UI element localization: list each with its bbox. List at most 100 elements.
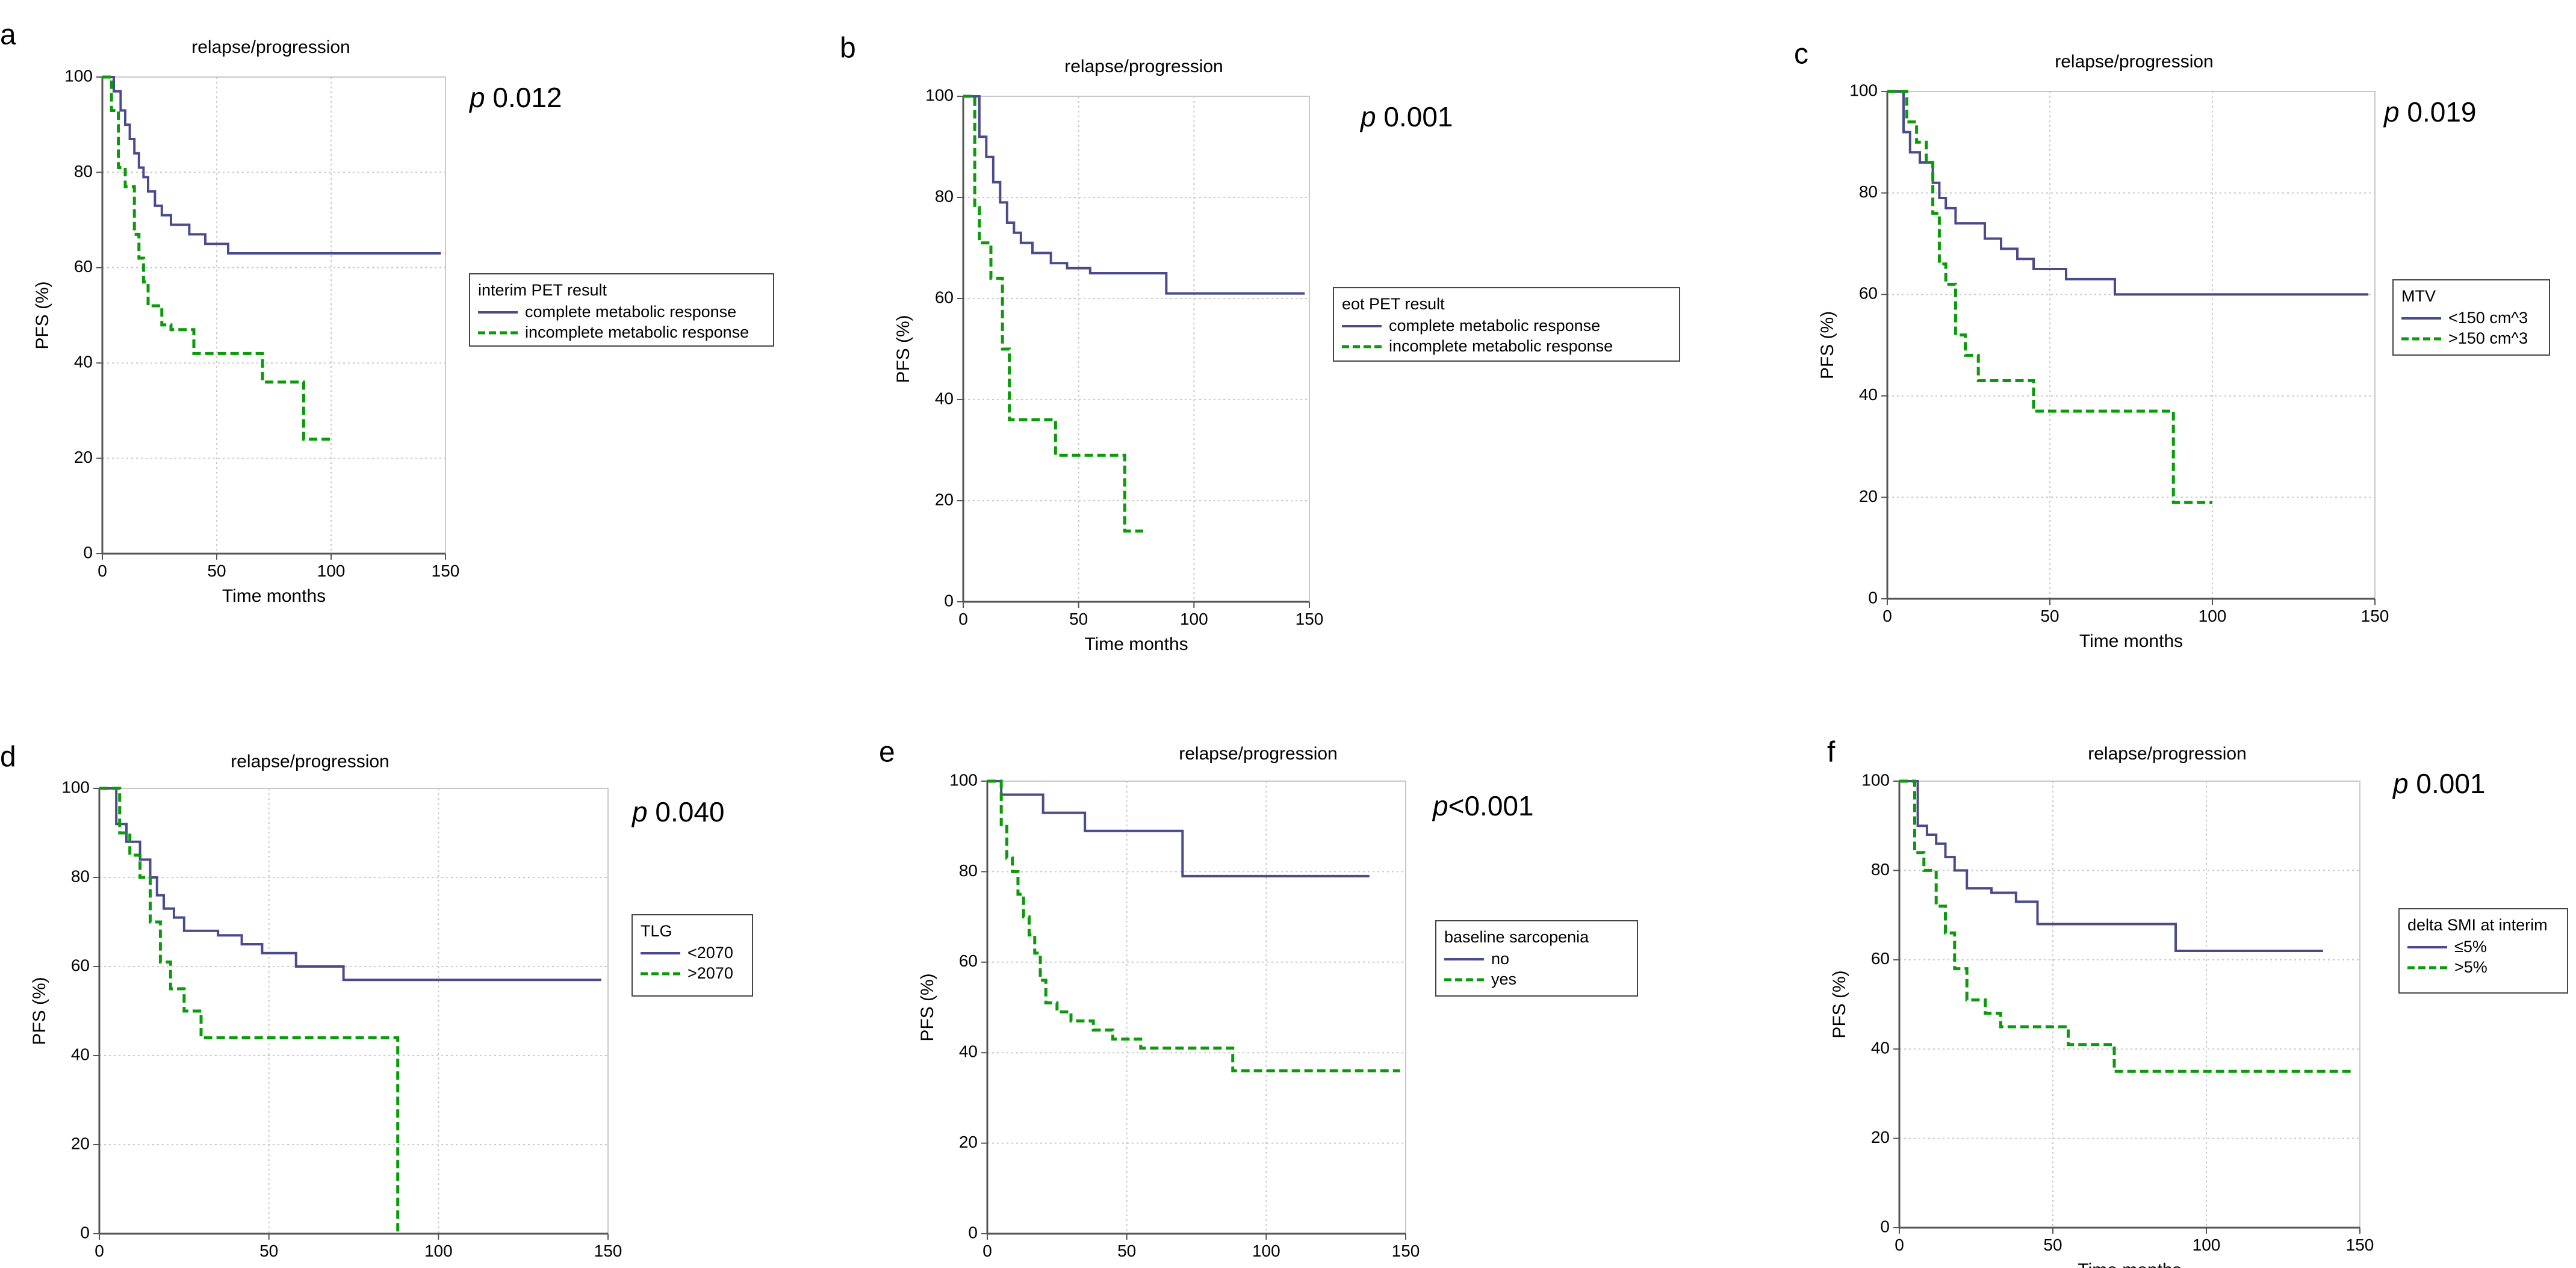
series-line-1 — [99, 788, 601, 980]
legend-title: eot PET result — [1342, 295, 1445, 313]
x-tick-label: 50 — [1117, 1242, 1136, 1260]
legend-entry-1: complete metabolic response — [525, 303, 736, 321]
panel-label: c — [1794, 39, 1808, 70]
y-axis-label: PFS (%) — [29, 977, 49, 1045]
legend-title: MTV — [2401, 287, 2436, 305]
legend-title: delta SMI at interim — [2407, 916, 2548, 934]
p-value: p 0.001 — [2392, 768, 2486, 799]
x-tick-label: 150 — [1392, 1242, 1420, 1260]
p-prefix: p — [1432, 790, 1448, 821]
chart-panel-b: b relapse/progression 0 20 40 60 80 100 0 50 100 15… — [840, 32, 1680, 654]
series-line-1 — [102, 77, 441, 253]
y-tick-label: 100 — [949, 770, 978, 789]
p-value: p 0.001 — [1359, 101, 1453, 132]
y-tick-label: 0 — [968, 1223, 978, 1242]
x-tick-label: 100 — [424, 1242, 453, 1260]
x-tick-label: 100 — [1252, 1242, 1280, 1260]
y-tick-label: 80 — [71, 867, 90, 885]
x-tick-label: 0 — [1882, 607, 1892, 625]
legend-entry-1: ≤5% — [2454, 938, 2487, 956]
x-axis-label: Time months — [222, 586, 326, 606]
y-tick-label: 60 — [74, 257, 93, 276]
legend-entry-2: yes — [1491, 970, 1516, 988]
p-number: 0.040 — [648, 796, 725, 827]
plot-frame — [963, 96, 1309, 602]
legend-title: baseline sarcopenia — [1444, 928, 1589, 946]
y-tick-label: 20 — [959, 1133, 978, 1151]
figure-canvas: a relapse/progression 0 20 40 60 80 100 0 50 100 15… — [0, 0, 2576, 1268]
x-tick-label: 150 — [1296, 610, 1324, 628]
y-tick-label: 0 — [1880, 1217, 1890, 1236]
y-tick-label: 20 — [935, 490, 954, 509]
y-axis-label: PFS (%) — [1817, 311, 1837, 379]
legend-entry-2: >150 cm^3 — [2448, 329, 2528, 347]
series-line-2 — [1887, 91, 2212, 503]
x-tick-label: 50 — [1069, 610, 1088, 628]
y-tick-label: 80 — [1871, 860, 1890, 879]
legend-entry-2: incomplete metabolic response — [525, 323, 749, 341]
p-value: p 0.040 — [631, 796, 725, 827]
panel-label: f — [1827, 737, 1836, 769]
x-axis-label: Time months — [2079, 631, 2183, 651]
p-number: 0.001 — [2409, 768, 2486, 799]
y-tick-label: 0 — [83, 543, 93, 561]
p-prefix: p — [2383, 96, 2400, 128]
y-tick-label: 60 — [959, 951, 978, 970]
y-tick-label: 80 — [74, 162, 93, 181]
y-tick-label: 80 — [935, 187, 954, 205]
x-tick-label: 100 — [2199, 607, 2227, 625]
chart-panel-a: a relapse/progression 0 20 40 60 80 100 0 50 100 15… — [0, 19, 774, 606]
chart-title: relapse/progression — [1179, 744, 1337, 764]
panel-label: a — [0, 19, 16, 51]
chart-title: relapse/progression — [2055, 52, 2213, 72]
chart-title: relapse/progression — [1064, 57, 1223, 76]
chart-title: relapse/progression — [191, 37, 350, 57]
x-tick-label: 0 — [98, 561, 107, 580]
y-tick-label: 60 — [1871, 949, 1890, 968]
panel-label: e — [879, 737, 895, 769]
p-number: 0.001 — [1376, 101, 1453, 132]
legend-entry-2: incomplete metabolic response — [1389, 337, 1613, 355]
x-tick-label: 0 — [982, 1242, 992, 1260]
y-tick-label: 100 — [1861, 770, 1890, 789]
y-tick-label: 20 — [74, 448, 93, 466]
y-tick-label: 40 — [74, 353, 93, 371]
y-tick-label: 40 — [959, 1042, 978, 1061]
y-tick-label: 80 — [1859, 182, 1878, 201]
y-tick-label: 60 — [71, 956, 90, 974]
chart-panel-d: d relapse/progression 0 20 40 60 80 100 0 50 100 15… — [0, 741, 753, 1268]
plot-frame — [987, 781, 1406, 1234]
series-line-1 — [1887, 91, 2368, 294]
plot-frame — [102, 77, 445, 554]
y-axis-label: PFS (%) — [33, 281, 52, 349]
chart-title: relapse/progression — [231, 752, 389, 772]
x-tick-label: 50 — [259, 1242, 278, 1260]
x-tick-label: 100 — [1180, 610, 1208, 628]
legend-entry-1: no — [1491, 950, 1509, 968]
p-prefix: p — [468, 82, 485, 113]
series-line-1 — [963, 96, 1305, 294]
series-line-2 — [963, 96, 1143, 531]
x-tick-label: 150 — [2346, 1236, 2374, 1254]
y-tick-label: 20 — [71, 1134, 90, 1152]
plot-frame — [99, 788, 608, 1234]
y-tick-label: 40 — [1859, 385, 1878, 404]
legend-entry-1: <150 cm^3 — [2448, 309, 2528, 327]
plot-frame — [1899, 781, 2360, 1228]
p-value: p 0.012 — [468, 82, 562, 113]
p-number: 0.012 — [485, 82, 562, 113]
p-number: 0.019 — [2400, 96, 2477, 128]
p-value: p 0.019 — [2383, 96, 2477, 128]
p-prefix: p — [631, 796, 648, 827]
x-tick-label: 100 — [317, 561, 346, 580]
x-tick-label: 0 — [95, 1242, 104, 1260]
y-tick-label: 0 — [944, 591, 954, 610]
x-tick-label: 100 — [2193, 1236, 2221, 1254]
y-tick-label: 100 — [1849, 81, 1878, 99]
p-value: p<0.001 — [1432, 790, 1534, 821]
legend-entry-1: complete metabolic response — [1389, 317, 1600, 335]
x-tick-label: 150 — [432, 561, 460, 580]
y-tick-label: 20 — [1871, 1128, 1890, 1146]
y-tick-label: 40 — [935, 389, 954, 407]
x-tick-label: 50 — [2043, 1236, 2062, 1254]
